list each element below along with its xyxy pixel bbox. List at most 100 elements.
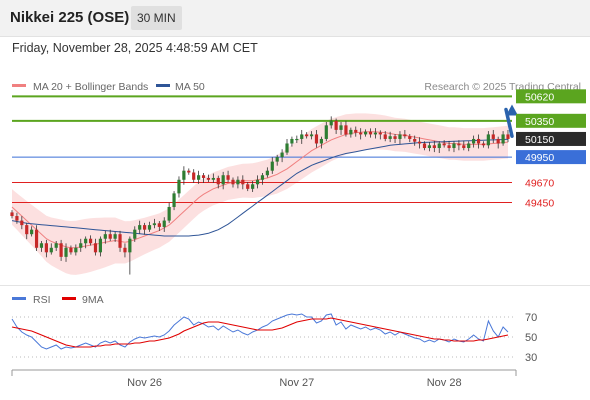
candle-body [349,129,353,135]
candle-body [147,225,152,230]
candle-body [314,134,319,144]
rsi-line [11,313,509,350]
candle-body [432,145,436,149]
candle-body [54,243,58,248]
legend-label-9ma: 9MA [82,294,104,306]
legend-swatch-ma50 [156,84,170,87]
legend-swatch-rsi [12,297,26,300]
candle-body [231,179,235,185]
candle-body [285,143,289,153]
candle-body [467,143,471,149]
candle-body [34,229,39,248]
candle-body [30,229,34,235]
candle-body [354,129,358,133]
candle-body [226,175,230,180]
candle-body [422,143,427,149]
candle-body [329,120,333,126]
candle-body [152,223,157,226]
candle-body [501,134,505,144]
candle-body [118,234,122,248]
candle-body [79,243,83,248]
price-tag-label-50150: 50150 [525,134,554,146]
price-chart: MA 20 + Bollinger Bands MA 50 Research © 2… [10,81,586,275]
price-tag-label-50620: 50620 [525,91,554,103]
candle-body [59,243,63,257]
rsi-tick-label: 50 [525,332,537,344]
candle-body [123,247,127,253]
candle-body [334,120,338,130]
candle-body [69,247,73,253]
candle-body [187,170,191,173]
header-bar: Nikkei 225 (OSE) 30 MIN [0,0,590,37]
candle-body [201,175,206,178]
candle-body [295,138,299,141]
candle-body [265,170,269,176]
candle-body [418,141,422,144]
candle-body [255,179,260,185]
candle-body [162,220,166,227]
candle-body [398,134,402,139]
candle-body [305,134,309,137]
price-tag-50350 [516,113,586,128]
candle-body [142,225,147,230]
rsi-ma-line [11,317,509,348]
candle-body [167,206,171,221]
candle-body [491,134,495,139]
candle-body [98,238,102,253]
legend-label-ma20: MA 20 + Bollinger Bands [33,81,148,93]
candle-body [462,145,466,149]
legend-swatch-ma20 [12,84,26,87]
candle-body [309,134,314,137]
candle-body [236,179,240,185]
instrument-title: Nikkei 225 (OSE) [10,9,130,26]
candle-body [108,234,112,239]
candle-body [39,243,44,248]
candle-body [437,143,441,149]
candle-body [172,193,176,207]
datetime-label: Friday, November 28, 2025 4:48:59 AM CET [12,41,258,55]
candle-body [275,157,279,162]
candle-body [442,143,446,146]
candle-body [476,138,481,144]
candle-body [486,134,490,146]
price-tag-label-49670: 49670 [525,177,554,189]
candle-body [138,225,142,230]
candle-body [15,216,19,221]
candle-body [20,220,24,226]
candle-body [324,125,328,139]
candle-body [393,136,397,139]
candle-body [452,143,456,149]
rsi-tick-label: 70 [525,312,537,324]
candle-body [44,243,48,253]
price-tag-label-49450: 49450 [525,197,554,209]
candle-body [133,229,137,239]
candle-body [413,138,417,142]
candle-body [177,179,181,194]
x-tick-label: Nov 27 [279,377,314,389]
candle-body [427,145,432,149]
candle-body [157,223,161,227]
rsi-chart: RSI 9MA 70 50 30 [0,285,590,364]
x-tick-label: Nov 26 [127,377,162,389]
candle-body [378,132,382,135]
candle-body [388,136,392,139]
candle-body [290,138,294,144]
candle-body [481,143,486,146]
candle-body [383,134,387,139]
candle-body [408,136,412,139]
candle-body [216,177,220,185]
candle-body [241,179,245,185]
candle-body [10,212,14,217]
candle-body [457,143,461,146]
candle-body [49,247,53,253]
candle-body [319,138,323,144]
candle-body [192,172,196,180]
candle-body [447,145,451,149]
price-tag-50620 [516,89,586,104]
price-tag-label-49950: 49950 [525,152,554,164]
bollinger-band [12,113,508,275]
interval-button[interactable]: 30 MIN [131,6,182,30]
x-tick-label: Nov 28 [427,377,462,389]
price-tag-label-50350: 50350 [525,116,554,128]
candle-body [197,175,201,180]
